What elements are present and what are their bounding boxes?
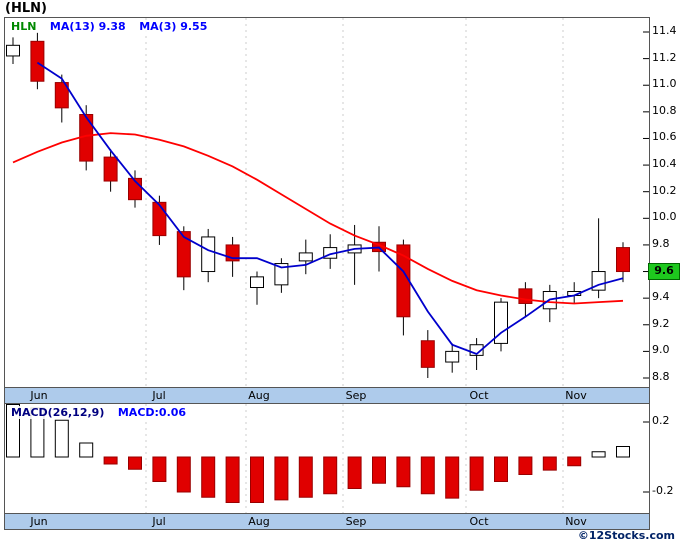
candle-down xyxy=(54,82,69,109)
candle-up xyxy=(250,276,264,289)
ma3-legend-label: MA(3) 9.55 xyxy=(139,20,208,33)
macd-bar xyxy=(372,456,386,484)
month-label: Nov xyxy=(565,515,587,528)
macd-panel: MACD(26,12,9) MACD:0.06 xyxy=(4,403,650,514)
macd-bar xyxy=(469,456,484,491)
price-axis-label: 9.4 xyxy=(652,290,670,304)
month-label: Jul xyxy=(152,515,166,528)
macd-bar xyxy=(542,456,557,471)
month-label: Jun xyxy=(30,515,48,528)
price-axis-label: 10.2 xyxy=(652,183,677,197)
price-chart-canvas xyxy=(6,18,649,387)
symbol-label: HLN xyxy=(11,20,37,33)
candle-down xyxy=(176,231,191,278)
macd-bar xyxy=(616,446,630,458)
candle-down xyxy=(103,156,118,182)
candle-up xyxy=(298,252,313,262)
macd-bar xyxy=(176,456,191,493)
price-chart-panel: HLN MA(13) 9.38 MA(3) 9.55 xyxy=(4,17,650,388)
price-axis-label: 11.4 xyxy=(652,24,677,37)
price-axis-label: 10.0 xyxy=(652,210,677,224)
watermark-link[interactable]: ©12Stocks.com xyxy=(577,529,675,542)
macd-bar xyxy=(250,456,264,503)
candle-up xyxy=(201,236,216,273)
price-axis-label: 9.0 xyxy=(652,343,670,357)
candle-down xyxy=(152,201,167,237)
month-label: Jul xyxy=(152,389,166,402)
month-axis-bottom: Jun Jul Aug Sep Oct Nov xyxy=(4,513,650,530)
macd-title-label: MACD(26,12,9) xyxy=(11,406,105,419)
macd-bar xyxy=(201,456,216,498)
macd-bar xyxy=(518,456,533,475)
macd-bar xyxy=(445,456,460,499)
month-label: Aug xyxy=(248,515,270,528)
ma13-legend-label: MA(13) 9.38 xyxy=(49,20,126,33)
last-price-badge: 9.6 xyxy=(648,262,680,280)
price-axis-label: 9.2 xyxy=(652,316,670,330)
candle-up xyxy=(274,263,289,286)
price-axis-label: 10.6 xyxy=(652,130,677,144)
month-label: Nov xyxy=(565,389,587,402)
macd-bar xyxy=(274,456,289,501)
candle-down xyxy=(518,288,533,304)
price-axis-label: 11.0 xyxy=(652,77,677,91)
month-label: Jun xyxy=(30,389,48,402)
month-label: Aug xyxy=(248,389,270,402)
ma3-line xyxy=(36,61,624,356)
price-axis-label: 11.2 xyxy=(652,50,677,64)
macd-axis-label: -0.2 xyxy=(652,484,674,497)
macd-bar xyxy=(298,456,313,498)
month-label: Sep xyxy=(345,389,367,402)
month-axis-top: Jun Jul Aug Sep Oct Nov xyxy=(4,387,650,404)
macd-bar xyxy=(396,456,411,488)
candle-up xyxy=(494,301,508,344)
macd-value-label: MACD:0.06 xyxy=(117,406,187,419)
macd-bar xyxy=(591,451,606,458)
macd-bar xyxy=(128,456,142,470)
macd-bar xyxy=(567,456,582,467)
price-axis-label: 9.8 xyxy=(652,236,670,250)
candle-up xyxy=(445,350,460,363)
price-axis-label: 8.8 xyxy=(652,370,670,383)
candle-down xyxy=(30,40,45,82)
candle-up xyxy=(469,344,484,356)
price-axis-label: 10.8 xyxy=(652,103,677,117)
candle-down xyxy=(616,247,630,273)
macd-bar xyxy=(347,456,362,489)
price-legend: HLN MA(13) 9.38 MA(3) 9.55 xyxy=(9,20,220,33)
price-axis-label: 10.4 xyxy=(652,157,677,171)
macd-bar xyxy=(323,456,338,495)
candle-down xyxy=(420,340,435,368)
month-label: Oct xyxy=(469,389,489,402)
chart-title: (HLN) xyxy=(5,1,47,16)
macd-axis-label: 0.2 xyxy=(652,414,670,427)
macd-bar xyxy=(79,442,94,458)
macd-bar xyxy=(494,456,508,482)
macd-bar xyxy=(420,456,435,495)
macd-bar xyxy=(103,456,118,465)
candle-up xyxy=(6,44,20,57)
month-label: Sep xyxy=(345,515,367,528)
macd-bar xyxy=(225,456,240,503)
macd-bar xyxy=(54,419,69,458)
month-label: Oct xyxy=(469,515,489,528)
macd-canvas xyxy=(6,404,649,513)
macd-bar xyxy=(152,456,167,482)
macd-legend: MACD(26,12,9) MACD:0.06 xyxy=(9,406,199,419)
ma13-line xyxy=(12,132,624,305)
